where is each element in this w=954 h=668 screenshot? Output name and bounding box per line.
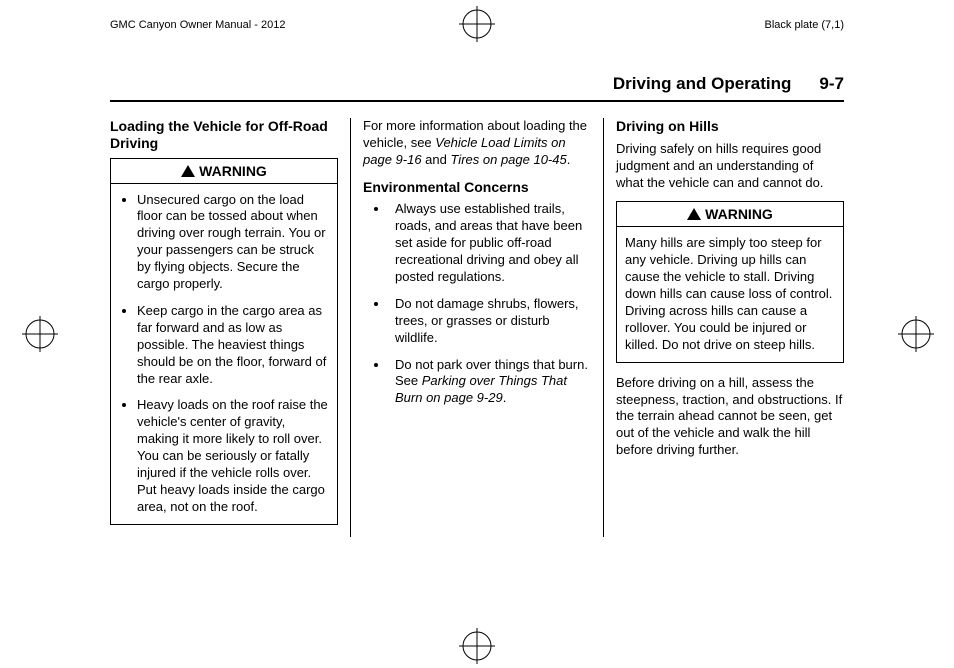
- column-3: Driving on Hills Driving safely on hills…: [603, 118, 844, 537]
- env-item: Do not damage shrubs, flowers, trees, or…: [389, 296, 591, 347]
- env-item: Do not park over things that burn. See P…: [389, 357, 591, 408]
- warning-item: Keep cargo in the cargo area as far forw…: [137, 303, 329, 387]
- warning-label: WARNING: [199, 163, 267, 179]
- ref-link: Tires on page 10-45: [450, 152, 566, 167]
- section-title: Driving and Operating: [613, 74, 792, 94]
- text: .: [503, 390, 507, 405]
- page-number: 9-7: [819, 74, 844, 94]
- env-item: Always use established trails, roads, an…: [389, 201, 591, 285]
- col2-intro: For more information about loading the v…: [363, 118, 591, 169]
- regmark-right: [898, 316, 934, 352]
- regmark-bottom: [459, 628, 495, 664]
- page-title-row: Driving and Operating 9-7: [110, 74, 844, 102]
- regmark-left: [22, 316, 58, 352]
- text: .: [567, 152, 571, 167]
- col3-warning-box: WARNING Many hills are simply too steep …: [616, 201, 844, 362]
- warning-body: Many hills are simply too steep for any …: [617, 227, 843, 361]
- warning-icon: [687, 208, 701, 220]
- column-2: For more information about loading the v…: [350, 118, 603, 537]
- col3-after: Before driving on a hill, assess the ste…: [616, 375, 844, 459]
- warning-item: Heavy loads on the roof raise the vehicl…: [137, 397, 329, 515]
- header-left: GMC Canyon Owner Manual - 2012: [110, 19, 285, 31]
- text: and: [422, 152, 451, 167]
- warning-label: WARNING: [705, 206, 773, 222]
- header-right: Black plate (7,1): [765, 19, 844, 31]
- col3-heading: Driving on Hills: [616, 118, 844, 135]
- col3-intro: Driving safely on hills requires good ju…: [616, 141, 844, 192]
- col1-heading: Loading the Vehicle for Off-Road Driving: [110, 118, 338, 152]
- col2-env-heading: Environmental Concerns: [363, 179, 591, 196]
- warning-item: Unsecured cargo on the load floor can be…: [137, 192, 329, 293]
- col1-warning-box: WARNING Unsecured cargo on the load floo…: [110, 158, 338, 525]
- column-1: Loading the Vehicle for Off-Road Driving…: [110, 118, 350, 537]
- ref-link: Parking over Things That Burn on page 9-…: [395, 373, 567, 405]
- warning-icon: [181, 165, 195, 177]
